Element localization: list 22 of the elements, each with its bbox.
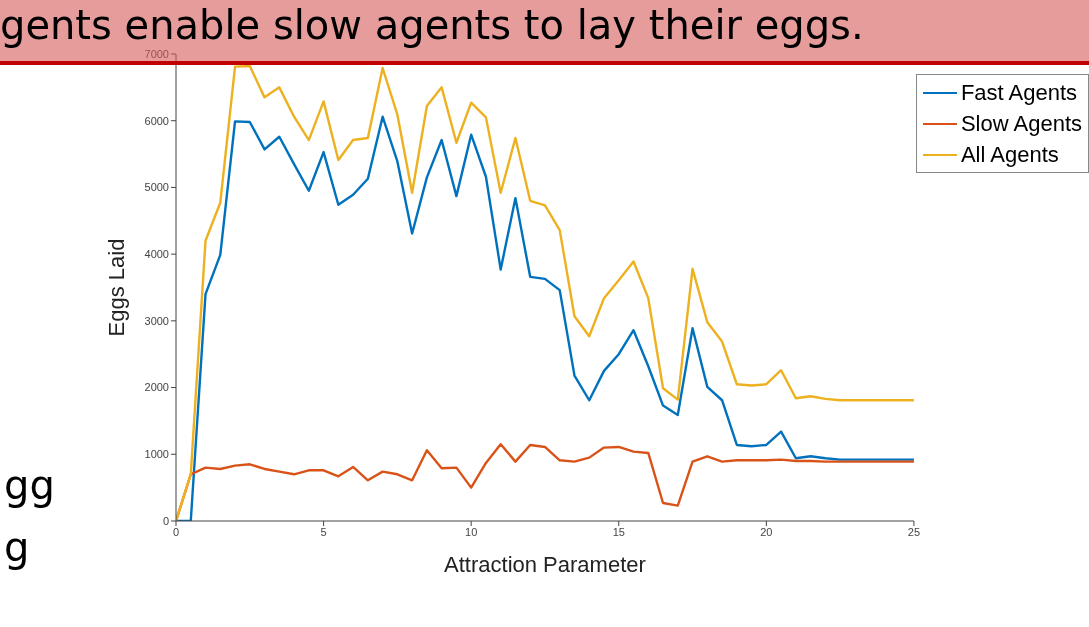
legend-label: Fast Agents xyxy=(960,79,1078,107)
x-tick-label: 10 xyxy=(465,525,478,538)
y-tick-label: 4000 xyxy=(144,248,169,261)
x-tick-label: 25 xyxy=(907,525,921,538)
x-tick-label: 20 xyxy=(760,525,773,538)
x-tick-label: 0 xyxy=(172,525,180,538)
y-tick-label: 1000 xyxy=(144,448,169,461)
x-tick-label: 15 xyxy=(612,525,625,538)
chart-title: gents enable slow agents to lay their eggs. xyxy=(0,2,864,48)
y-tick-label: 7000 xyxy=(144,47,169,60)
x-tick-label: 5 xyxy=(320,525,327,538)
legend-label: All Agents xyxy=(960,141,1059,169)
text: gg xyxy=(4,461,55,510)
y-tick-label: 0 xyxy=(162,514,169,527)
y-tick-label: 5000 xyxy=(144,181,169,194)
text: g xyxy=(4,523,30,572)
legend-label: Slow Agents xyxy=(960,110,1082,138)
y-tick-label: 6000 xyxy=(144,114,169,127)
y-tick-label: 2000 xyxy=(144,381,169,394)
y-axis-title: Eggs Laid xyxy=(103,238,129,337)
y-tick-label: 3000 xyxy=(144,314,169,327)
x-axis-title: Attraction Parameter xyxy=(444,552,646,577)
